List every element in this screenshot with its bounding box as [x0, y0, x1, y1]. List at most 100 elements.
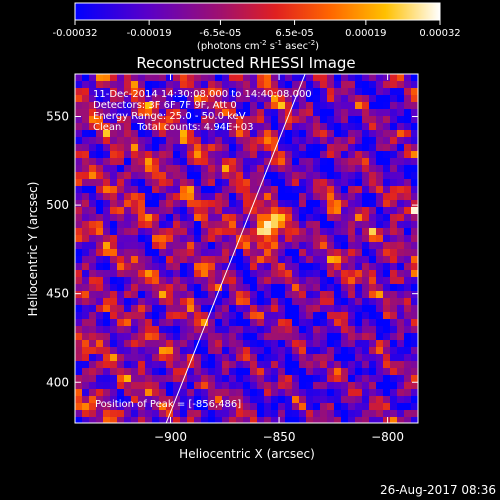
heatmap-cell [194, 193, 202, 201]
heatmap-cell [257, 403, 265, 411]
heatmap-cell [138, 165, 146, 173]
heatmap-cell [145, 165, 153, 173]
heatmap-cell [152, 298, 160, 306]
heatmap-cell [159, 389, 167, 397]
heatmap-cell [138, 207, 146, 215]
heatmap-cell [390, 221, 398, 229]
heatmap-cell [390, 137, 398, 145]
heatmap-cell [299, 375, 307, 383]
heatmap-cell [313, 186, 321, 194]
heatmap-cell [313, 242, 321, 250]
heatmap-cell [250, 179, 258, 187]
heatmap-cell [334, 347, 342, 355]
heatmap-cell [180, 284, 188, 292]
heatmap-cell [103, 179, 111, 187]
heatmap-cell [271, 207, 279, 215]
heatmap-cell [236, 305, 244, 313]
heatmap-cell [257, 256, 265, 264]
heatmap-cell [264, 396, 272, 404]
heatmap-cell [369, 291, 377, 299]
heatmap-cell [166, 207, 174, 215]
heatmap-cell [96, 403, 104, 411]
heatmap-cell [327, 403, 335, 411]
heatmap-cell [355, 270, 363, 278]
heatmap-cell [285, 165, 293, 173]
heatmap-cell [376, 242, 384, 250]
heatmap-cell [278, 340, 286, 348]
heatmap-cell [103, 88, 111, 96]
heatmap-cell [243, 116, 251, 124]
heatmap-cell [355, 193, 363, 201]
heatmap-cell [362, 410, 370, 418]
heatmap-cell [222, 319, 230, 327]
heatmap-cell [348, 214, 356, 222]
heatmap-cell [187, 277, 195, 285]
heatmap-cell [110, 256, 118, 264]
heatmap-cell [376, 158, 384, 166]
heatmap-cell [243, 403, 251, 411]
heatmap-cell [103, 403, 111, 411]
heatmap-cell [117, 95, 125, 103]
heatmap-cell [201, 186, 209, 194]
heatmap-cell [187, 347, 195, 355]
heatmap-cell [124, 396, 132, 404]
heatmap-cell [348, 158, 356, 166]
heatmap-cell [152, 368, 160, 376]
heatmap-cell [215, 340, 223, 348]
heatmap-cell [180, 417, 188, 423]
heatmap-cell [173, 214, 181, 222]
heatmap-cell [362, 214, 370, 222]
heatmap-cell [404, 326, 412, 334]
heatmap-cell [96, 109, 104, 117]
heatmap-cell [124, 389, 132, 397]
heatmap-cell [145, 95, 153, 103]
heatmap-cell [201, 137, 209, 145]
heatmap-cell [376, 193, 384, 201]
heatmap-cell [75, 228, 83, 236]
heatmap-cell [404, 179, 412, 187]
heatmap-cell [334, 375, 342, 383]
heatmap-cell [103, 333, 111, 341]
heatmap-cell [215, 81, 223, 89]
heatmap-cell [390, 354, 398, 362]
heatmap-cell [411, 396, 418, 404]
heatmap-cell [159, 270, 167, 278]
heatmap-cell [257, 109, 265, 117]
heatmap-cell [278, 375, 286, 383]
heatmap-cell [264, 74, 272, 82]
heatmap-cell [180, 312, 188, 320]
heatmap-cell [306, 389, 314, 397]
heatmap-cell [180, 109, 188, 117]
heatmap-cell [320, 319, 328, 327]
heatmap-cell [369, 333, 377, 341]
heatmap-cell [96, 207, 104, 215]
heatmap-cell [194, 326, 202, 334]
heatmap-cell [334, 123, 342, 131]
heatmap-cell [411, 193, 418, 201]
heatmap-cell [313, 340, 321, 348]
heatmap-cell [229, 263, 237, 271]
heatmap-cell [313, 235, 321, 243]
heatmap-cell [285, 319, 293, 327]
heatmap-cell [138, 228, 146, 236]
heatmap-cell [82, 368, 90, 376]
heatmap-cell [376, 228, 384, 236]
heatmap-cell [187, 291, 195, 299]
heatmap-cell [145, 284, 153, 292]
heatmap-cell [404, 74, 412, 82]
heatmap-cell [236, 186, 244, 194]
heatmap-cell [341, 333, 349, 341]
heatmap-cell [383, 396, 391, 404]
heatmap-cell [159, 165, 167, 173]
heatmap-cell [222, 389, 230, 397]
heatmap-cell [166, 326, 174, 334]
heatmap-cell [334, 109, 342, 117]
heatmap-cell [278, 242, 286, 250]
heatmap-cell [299, 305, 307, 313]
heatmap-cell [138, 179, 146, 187]
heatmap-cell [124, 298, 132, 306]
heatmap-cell [306, 305, 314, 313]
heatmap-cell [131, 102, 139, 110]
heatmap-cell [369, 235, 377, 243]
heatmap-cell [327, 326, 335, 334]
